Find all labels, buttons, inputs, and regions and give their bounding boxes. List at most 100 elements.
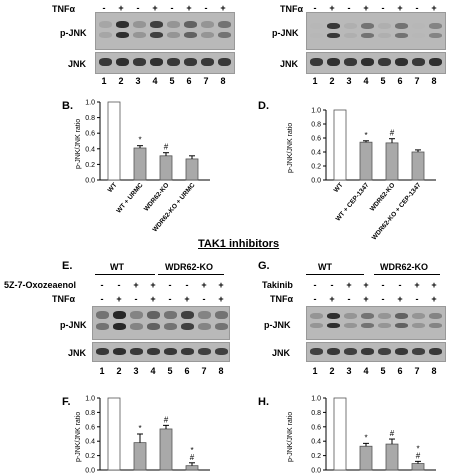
- inhibitor-sign: +: [201, 280, 207, 290]
- blot-band: [344, 23, 357, 29]
- blot-band: [395, 33, 408, 38]
- jnk-label-a: JNK: [68, 59, 87, 69]
- inhibitor-sign: +: [218, 280, 224, 290]
- blot-band: [412, 348, 425, 355]
- tnf-sign: -: [102, 3, 106, 13]
- y-tick-label: 0.4: [85, 146, 95, 153]
- blot-band: [150, 32, 163, 38]
- lane-number: 8: [218, 366, 224, 376]
- bar: [185, 158, 199, 181]
- inhibitor-sign: -: [381, 280, 385, 290]
- tnf-sign: -: [313, 3, 317, 13]
- tnf-sign: +: [329, 294, 335, 304]
- y-tick-label: 1.0: [311, 108, 321, 115]
- bar: [159, 155, 173, 181]
- tnf-sign: -: [347, 3, 351, 13]
- lane-number: 4: [152, 76, 158, 86]
- category-label: WT: [107, 182, 119, 194]
- lane-number: 7: [414, 366, 420, 376]
- blot-band: [310, 58, 323, 66]
- blot-pjnk-e: [92, 306, 230, 340]
- panel-letter-g: G.: [258, 260, 270, 272]
- blot-jnk-e: [92, 342, 230, 362]
- y-tick-label: 0.8: [85, 410, 95, 417]
- blot-band: [96, 323, 109, 330]
- y-tick-label: 0.0: [85, 178, 95, 185]
- pjnk-label-c: p-JNK: [272, 28, 299, 38]
- blot-band: [412, 313, 425, 319]
- significance-mark: *: [364, 433, 367, 442]
- blot-band: [201, 32, 214, 38]
- blot-band: [215, 311, 228, 319]
- blot-band: [395, 323, 408, 328]
- tnf-label-g: TNFα: [270, 294, 294, 304]
- y-tick-label: 0.0: [311, 468, 321, 474]
- blot-band: [218, 21, 231, 28]
- blot-band: [167, 58, 180, 66]
- blot-band: [327, 58, 340, 66]
- tnf-sign: -: [136, 3, 140, 13]
- inhibitor-sign: +: [150, 280, 156, 290]
- blot-band: [218, 58, 231, 66]
- pjnk-label-g: p-JNK: [264, 320, 291, 330]
- blot-band: [378, 323, 391, 328]
- blot-band: [310, 348, 323, 355]
- blot-band: [147, 348, 160, 355]
- inhibitor-sign: -: [185, 280, 189, 290]
- blot-pjnk-g: [306, 306, 446, 340]
- tnf-sign: -: [415, 294, 419, 304]
- tnf-sign: +: [150, 294, 156, 304]
- lane-number: 8: [431, 76, 437, 86]
- lane-number: 6: [397, 76, 403, 86]
- tnf-sign: +: [218, 294, 224, 304]
- y-axis-label: p-JNK/JNK ratio: [287, 123, 294, 173]
- blot-band: [167, 21, 180, 28]
- y-tick-label: 0.4: [85, 439, 95, 446]
- bar: [107, 397, 121, 471]
- blot-band: [198, 323, 211, 330]
- y-tick-label: 1.0: [85, 396, 95, 403]
- tnf-sign: +: [152, 3, 158, 13]
- blot-band: [198, 311, 211, 319]
- blot-band: [181, 311, 194, 319]
- bar: [133, 147, 147, 181]
- blot-band: [184, 21, 197, 28]
- tnf-sign: +: [397, 294, 403, 304]
- blot-band: [150, 21, 163, 28]
- blot-band: [395, 313, 408, 319]
- wt-header-e: WT: [110, 262, 124, 272]
- lane-number: 6: [186, 76, 192, 86]
- tnf-sign: +: [220, 3, 226, 13]
- significance-mark: #: [390, 429, 395, 438]
- lane-number: 1: [312, 76, 318, 86]
- blot-band: [310, 313, 323, 319]
- y-tick-label: 0.6: [311, 136, 321, 143]
- bar: [333, 397, 347, 471]
- y-tick-label: 0.8: [311, 410, 321, 417]
- blot-band: [429, 58, 442, 66]
- blot-band: [201, 58, 214, 66]
- blot-band: [133, 32, 146, 38]
- tnf-sign: -: [381, 3, 385, 13]
- blot-band: [361, 348, 374, 355]
- blot-band: [113, 323, 126, 330]
- lane-number: 7: [203, 76, 209, 86]
- lane-number: 4: [363, 76, 369, 86]
- blot-band: [116, 21, 129, 28]
- y-tick-label: 0.8: [311, 122, 321, 129]
- lane-number: 4: [363, 366, 369, 376]
- y-tick-label: 0.4: [311, 439, 321, 446]
- y-tick-label: 0.8: [85, 115, 95, 122]
- blot-band: [310, 323, 323, 328]
- ko-header-e: WDR62-KO: [165, 262, 214, 272]
- lane-number: 1: [101, 76, 107, 86]
- bar: [411, 151, 425, 181]
- blot-band: [310, 23, 323, 29]
- blot-band: [344, 348, 357, 355]
- lane-number: 5: [380, 76, 386, 86]
- blot-band: [344, 313, 357, 319]
- y-tick-label: 1.0: [311, 396, 321, 403]
- category-label: WT + URMC: [115, 182, 144, 215]
